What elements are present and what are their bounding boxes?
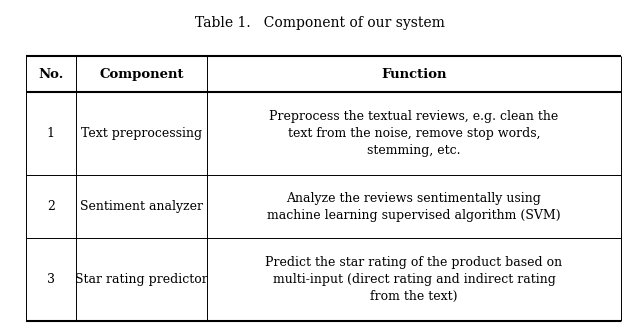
Text: 1: 1 (47, 127, 55, 140)
Text: 2: 2 (47, 200, 55, 213)
Text: Analyze the reviews sentimentally using
machine learning supervised algorithm (S: Analyze the reviews sentimentally using … (267, 192, 561, 221)
Text: Predict the star rating of the product based on
multi-input (direct rating and i: Predict the star rating of the product b… (266, 256, 563, 303)
Text: No.: No. (38, 68, 63, 81)
Text: Star rating predictor: Star rating predictor (76, 273, 208, 286)
Text: 3: 3 (47, 273, 55, 286)
Text: Function: Function (381, 68, 447, 81)
Text: Sentiment analyzer: Sentiment analyzer (80, 200, 203, 213)
Text: Preprocess the textual reviews, e.g. clean the
text from the noise, remove stop : Preprocess the textual reviews, e.g. cle… (269, 110, 559, 157)
Text: Text preprocessing: Text preprocessing (81, 127, 202, 140)
Text: Component: Component (99, 68, 184, 81)
Text: Table 1.   Component of our system: Table 1. Component of our system (195, 16, 445, 30)
